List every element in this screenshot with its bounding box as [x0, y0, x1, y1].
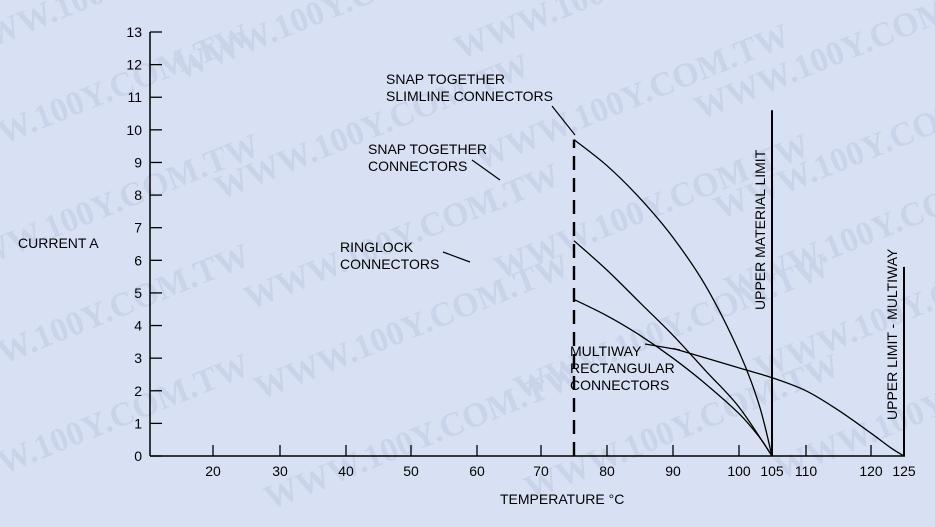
y-tick-label: 13 — [126, 24, 142, 40]
x-tick-label: 125 — [892, 463, 916, 479]
curve-label-3: RINGLOCK — [340, 239, 414, 255]
curve-label-4: RECTANGULAR — [570, 360, 675, 376]
y-tick-label: 3 — [134, 350, 142, 366]
x-tick-label: 120 — [859, 463, 883, 479]
leader-line-3 — [442, 251, 471, 263]
leader-line-2 — [471, 159, 501, 181]
curve-label-1: SLIMLINE CONNECTORS — [386, 88, 553, 104]
curve-label-2: SNAP TOGETHER — [368, 141, 487, 157]
leader-line-1 — [551, 105, 576, 136]
x-tick-label: 105 — [760, 463, 784, 479]
leader-line-4 — [644, 343, 681, 351]
x-tick-label: 70 — [533, 463, 549, 479]
watermark-text: WWW.100Y.COM.TW — [0, 347, 255, 507]
x-tick-label: 20 — [205, 463, 221, 479]
x-tick-label: 50 — [403, 463, 419, 479]
y-tick-label: 5 — [134, 285, 142, 301]
y-tick-label: 11 — [127, 89, 142, 105]
series-line-3 — [573, 298, 773, 457]
series-line-1 — [573, 139, 773, 457]
y-tick-label: 1 — [134, 415, 142, 431]
y-tick-label: 10 — [126, 122, 142, 138]
y-tick-label: 7 — [134, 220, 142, 236]
curve-label-4: MULTIWAY — [570, 343, 642, 359]
series-line-4 — [672, 347, 905, 457]
x-axis-label: TEMPERATURE °C — [500, 491, 624, 507]
y-tick-label: 2 — [134, 383, 142, 399]
curve-label-3: CONNECTORS — [340, 256, 439, 272]
x-tick-label: 30 — [272, 463, 288, 479]
curve-label-4: CONNECTORS — [570, 377, 669, 393]
curve-label-1: SNAP TOGETHER — [386, 71, 505, 87]
limit-line-label: UPPER LIMIT - MULTIWAY — [884, 248, 900, 420]
curve-label-2: CONNECTORS — [368, 158, 467, 174]
x-tick-label: 40 — [338, 463, 354, 479]
y-axis-label: CURRENT A — [18, 235, 99, 251]
x-tick-label: 90 — [665, 463, 681, 479]
x-tick-label: 80 — [599, 463, 615, 479]
y-tick-label: 8 — [134, 187, 142, 203]
y-tick-label: 0 — [134, 448, 142, 464]
series-line-2 — [573, 240, 773, 457]
x-tick-label: 110 — [795, 463, 818, 479]
y-tick-label: 9 — [134, 154, 142, 170]
series-layer — [573, 139, 905, 457]
x-tick-label: 60 — [469, 463, 485, 479]
x-tick-label: 100 — [727, 463, 751, 479]
y-tick-label: 12 — [126, 57, 142, 73]
y-tick-label: 6 — [134, 252, 142, 268]
reference-lines: UPPER MATERIAL LIMIT UPPER LIMIT - MULTIW… — [572, 110, 905, 456]
limit-line-label: UPPER MATERIAL LIMIT — [752, 149, 768, 310]
y-tick-label: 4 — [134, 318, 142, 334]
